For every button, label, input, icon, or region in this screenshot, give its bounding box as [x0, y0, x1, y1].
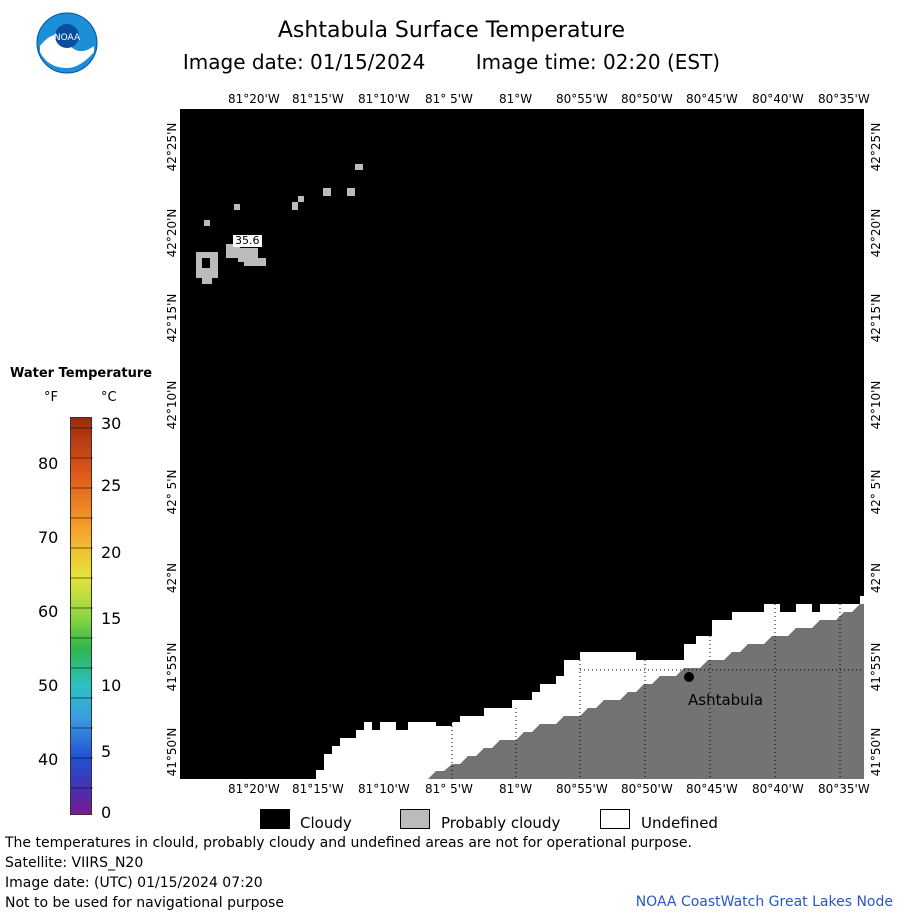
c-tick: 10 [101, 676, 122, 695]
lon-tick: 80°50'W [621, 782, 673, 796]
lon-tick: 80°50'W [621, 92, 673, 106]
lon-tick: 81°20'W [228, 782, 280, 796]
lon-tick: 80°45'W [686, 92, 738, 106]
legend-unit-f: °F [44, 390, 58, 405]
probably-cloudy-swatch [400, 809, 430, 829]
ashtabula-marker [684, 672, 694, 682]
c-tick: 5 [101, 742, 112, 761]
lat-tick: 42°20'N [869, 208, 883, 258]
lon-tick: 81°W [499, 92, 533, 106]
lat-tick: 42° 5'N [165, 469, 179, 515]
image-time: Image time: 02:20 (EST) [475, 50, 721, 74]
lon-tick: 80°55'W [556, 782, 608, 796]
probably-cloudy-label: Probably cloudy [441, 814, 561, 832]
lat-tick: 42°15'N [869, 293, 883, 343]
lat-tick: 42° 5'N [869, 469, 883, 515]
noaa-logo: NOAA [36, 12, 98, 74]
lat-tick: 42°10'N [869, 380, 883, 430]
lon-tick: 81°10'W [358, 92, 410, 106]
lat-tick: 41°50'N [165, 727, 179, 777]
f-tick: 60 [38, 602, 59, 621]
c-tick: 25 [101, 476, 122, 495]
lon-tick: 80°35'W [818, 92, 870, 106]
graticule [451, 604, 864, 779]
lat-tick: 42°10'N [165, 380, 179, 430]
land-area [428, 604, 864, 779]
legend-title: Water Temperature [10, 366, 153, 381]
image-datetime: Image date: 01/15/2024 Image time: 02:20… [0, 50, 903, 74]
f-tick: 50 [38, 676, 59, 695]
lon-tick: 81°15'W [292, 92, 344, 106]
lat-tick: 42°25'N [869, 122, 883, 172]
lat-tick: 42°N [869, 562, 883, 594]
lat-tick: 42°N [165, 562, 179, 594]
lat-tick: 42°20'N [165, 208, 179, 258]
disclaimer-text: The temperatures in clould, probably clo… [5, 835, 692, 851]
credit-text: NOAA CoastWatch Great Lakes Node [635, 894, 893, 910]
lon-tick: 80°55'W [556, 92, 608, 106]
svg-text:NOAA: NOAA [54, 33, 81, 43]
lon-tick: 80°35'W [818, 782, 870, 796]
f-tick: 40 [38, 750, 59, 769]
cloudy-label: Cloudy [300, 814, 352, 832]
nav-warning-text: Not to be used for navigational purpose [5, 895, 284, 911]
lat-tick: 41°55'N [165, 642, 179, 692]
lon-tick: 81°15'W [292, 782, 344, 796]
lon-tick: 81°10'W [358, 782, 410, 796]
lat-tick: 42°25'N [165, 122, 179, 172]
lon-tick: 81° 5'W [425, 782, 473, 796]
utc-date-text: Image date: (UTC) 01/15/2024 07:20 [5, 875, 263, 891]
ashtabula-label: Ashtabula [688, 691, 764, 709]
f-tick: 70 [38, 528, 59, 547]
lat-tick: 42°15'N [165, 293, 179, 343]
lat-tick: 41°50'N [869, 727, 883, 777]
buoy-temp-label: 35.6 [233, 234, 262, 247]
satellite-text: Satellite: VIIRS_N20 [5, 855, 144, 871]
lon-tick: 80°45'W [686, 782, 738, 796]
c-tick: 15 [101, 609, 122, 628]
lon-tick: 80°40'W [752, 92, 804, 106]
lon-tick: 80°40'W [752, 782, 804, 796]
c-tick: 0 [101, 803, 112, 822]
undefined-swatch [600, 809, 630, 829]
color-scale-bar [70, 417, 93, 815]
probably-cloudy-area [196, 164, 363, 284]
c-tick: 20 [101, 543, 122, 562]
c-tick: 30 [101, 414, 122, 433]
f-tick: 80 [38, 454, 59, 473]
cloudy-swatch [260, 809, 290, 829]
legend-unit-c: °C [101, 390, 117, 405]
lon-tick: 81° 5'W [425, 92, 473, 106]
lon-tick: 81°20'W [228, 92, 280, 106]
image-date: Image date: 01/15/2024 [182, 50, 426, 74]
lon-tick: 81°W [499, 782, 533, 796]
page-title: Ashtabula Surface Temperature [277, 18, 626, 43]
lat-tick: 41°55'N [869, 642, 883, 692]
undefined-label: Undefined [641, 814, 718, 832]
